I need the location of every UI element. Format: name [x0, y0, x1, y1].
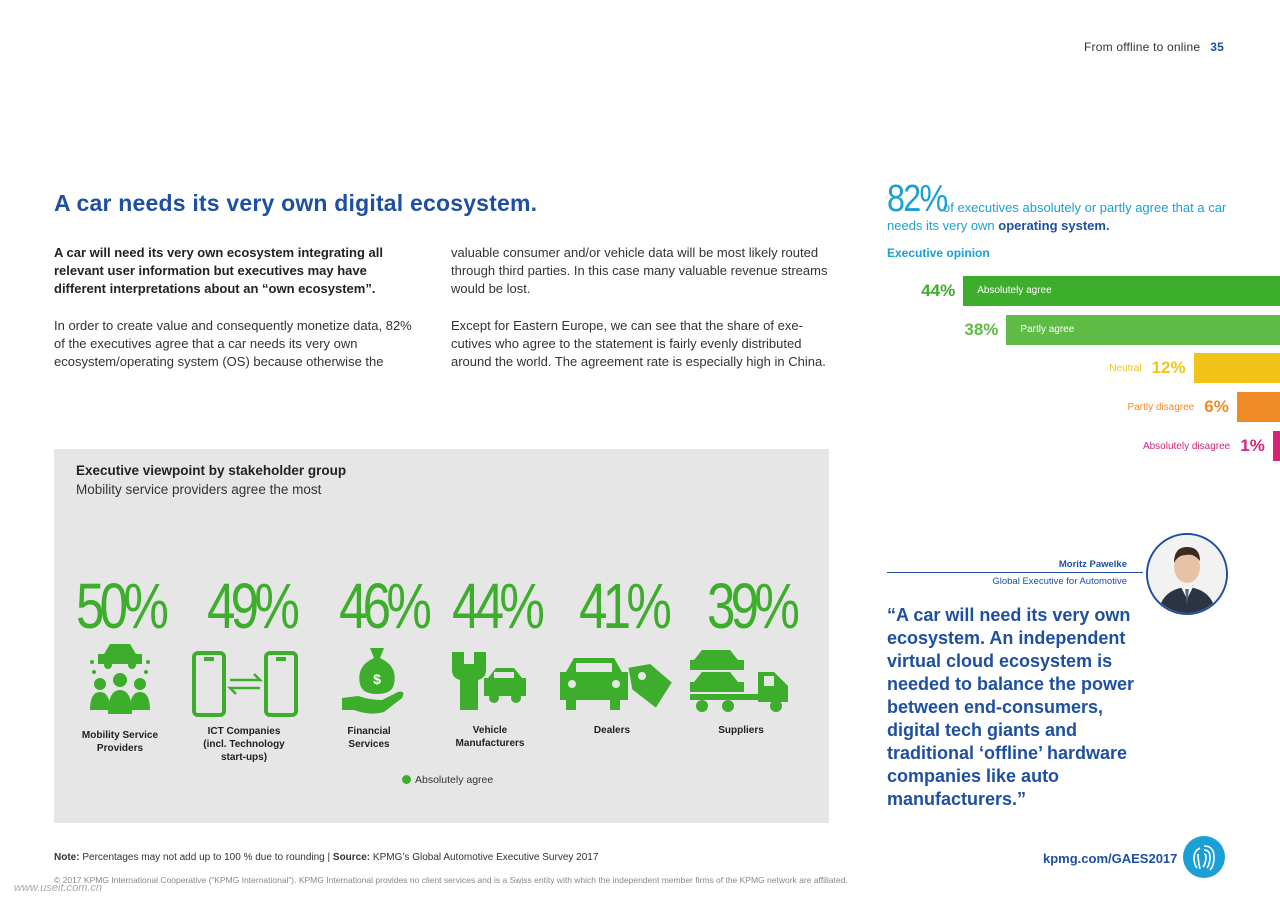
car-transporter-icon [690, 650, 788, 712]
body-paragraph: valuable consumer and/or vehicle data wi… [451, 245, 828, 297]
fingerprint-icon [1183, 836, 1225, 878]
opinion-category: Absolutely agree [977, 285, 1052, 296]
legend-dot-icon [402, 775, 411, 784]
chart-title: Executive opinion [887, 246, 990, 260]
legend-label: Absolutely agree [415, 774, 494, 786]
stakeholder-panel [54, 449, 829, 823]
opinion-bar: Partly agree [1006, 314, 1280, 345]
group-percent: 41% [579, 570, 672, 642]
copyright: © 2017 KPMG International Cooperative (“… [54, 875, 848, 885]
group-label: ICT Companies (incl. Technology start-up… [203, 726, 285, 763]
divider [887, 572, 1143, 573]
text-column-2: valuable consumer and/or vehicle data wi… [451, 244, 833, 371]
opinion-bar: Absolutely agree [963, 276, 1280, 306]
opinion-category: Absolutely disagree [1142, 440, 1231, 452]
text-column-1: A car will need its very own ecosystem i… [54, 244, 419, 371]
watermark: www.useit.com.cn [14, 882, 103, 894]
group-percent: 49% [207, 570, 300, 642]
opinion-bar [1193, 353, 1280, 384]
phones-exchange-icon [192, 651, 298, 717]
opinion-category: Partly agree [1020, 323, 1075, 335]
source-label: Source: [332, 852, 371, 863]
opinion-bar [1236, 392, 1280, 423]
opinion-category: Neutral [1109, 363, 1142, 375]
pull-quote: “A car will need its very own ecosystem.… [887, 605, 1135, 809]
source-text: KPMG’s Global Automotive Executive Surve… [372, 852, 599, 863]
people-car-icon [90, 644, 150, 714]
opinion-percent: 12% [1151, 358, 1186, 378]
section-title: From offline to online [1084, 40, 1201, 54]
note-label: Note: [54, 852, 80, 863]
opinion-category: Partly disagree [1127, 402, 1195, 414]
wrench-car-icon [452, 652, 526, 710]
group-label: Mobility Service Providers [81, 730, 159, 754]
page-title: A car needs its very own digital ecosyst… [54, 190, 538, 216]
group-percent: 39% [707, 570, 800, 642]
group-label: Financial Services [347, 726, 391, 750]
stat-description: of executives absolutely or partly agree… [887, 199, 1227, 235]
stat-number: 82% [887, 178, 948, 220]
speaker-role: Global Executive for Automotive [992, 576, 1127, 587]
stat-emphasis: operating system. [998, 218, 1110, 233]
group-label: Dealers [593, 725, 631, 736]
page-number: 35 [1210, 40, 1224, 54]
avatar [1146, 533, 1228, 615]
car-price-tag-icon [560, 658, 672, 710]
person-portrait-icon [1148, 535, 1226, 613]
group-label: Suppliers [718, 725, 764, 736]
body-paragraph: Except for Eastern Europe, we can see th… [451, 317, 826, 370]
panel-title: Executive viewpoint by stakeholder group [76, 463, 347, 478]
group-percent: 46% [339, 570, 432, 642]
stat-text: of executives absolutely or partly agree… [887, 200, 1227, 233]
panel-subtitle: Mobility service providers agree the mos… [76, 482, 322, 497]
opinion-percent: 1% [1240, 435, 1265, 455]
opinion-percent: 6% [1204, 397, 1229, 417]
body-paragraph: In order to create value and consequentl… [54, 317, 412, 370]
group-percent: 50% [76, 570, 169, 642]
panel-legend: Absolutely agree [402, 774, 493, 786]
opinion-percent: 38% [964, 319, 999, 339]
opinion-percent: 44% [921, 281, 956, 300]
lead-paragraph: A car will need its very own ecosystem i… [54, 245, 383, 297]
kpmg-link[interactable]: kpmg.com/GAES2017 [1043, 851, 1178, 866]
speaker-name: Moritz Pawelke [1058, 559, 1127, 570]
svg-text:$: $ [373, 671, 381, 687]
opinion-bar [1272, 430, 1280, 461]
money-bag-hand-icon: $ [342, 648, 404, 714]
group-label: Vehicle Manufacturers [455, 725, 525, 749]
speaker: Moritz Pawelke Global Executive for Auto… [887, 559, 1127, 587]
note-text: Percentages may not add up to 100 % due … [82, 852, 331, 863]
group-percent: 44% [452, 570, 545, 642]
page-header: From offline to online 35 [1084, 40, 1224, 54]
footnote: Note: Percentages may not add up to 100 … [54, 852, 598, 863]
